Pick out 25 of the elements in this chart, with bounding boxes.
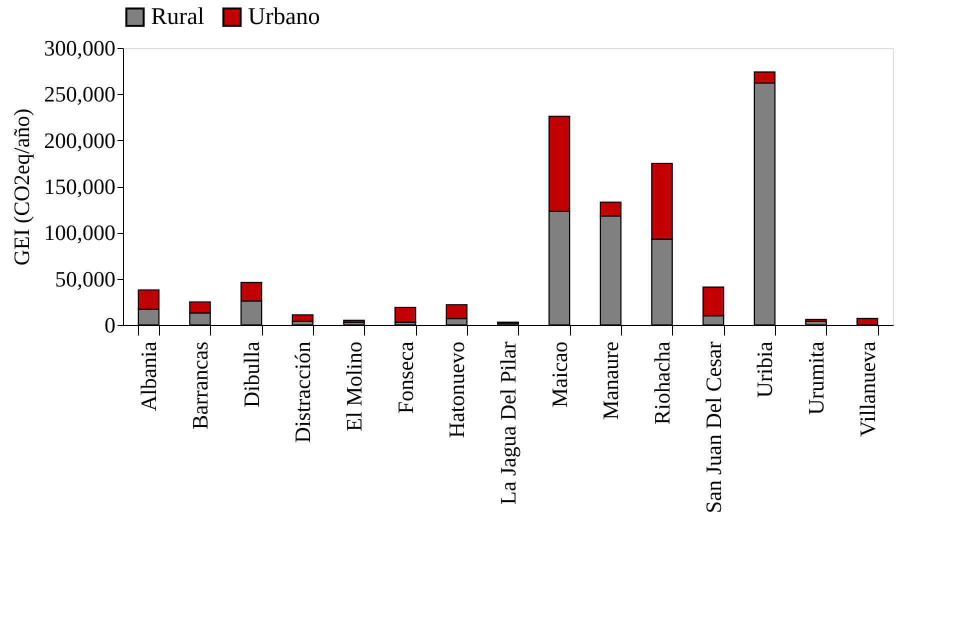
x-tick-label: Albania [136,341,162,412]
x-tick-label: Hatonuevo [444,342,470,438]
legend-label: Urbano [248,4,320,30]
x-tick-label: La Jagua Del Pilar [496,340,520,505]
y-tick-label: 100,000 [44,220,116,246]
y-tick-label: 250,000 [44,82,116,107]
x-tick-label: Maicao [546,342,572,408]
x-tick-label: Distracción [290,342,316,443]
y-tick-label: 200,000 [44,128,116,153]
x-tick-label: El Molino [342,342,366,432]
x-tick-label: Barrancas [188,342,212,430]
x-tick-label: Manaure [598,342,624,420]
y-tick-label: 300,000 [44,36,116,60]
y-tick-label: 50,000 [55,266,116,292]
x-tick-label: Villanueva [854,341,880,437]
x-tick-label: Uribia [752,341,778,398]
x-tick-label: San Juan Del Cesar [700,340,726,514]
legend-label: Rural [151,4,205,30]
x-tick-label: Dibulla [238,341,264,408]
y-tick-label: 0 [104,312,116,338]
x-tick-label: Fonseca [392,341,418,414]
y-axis-title: GEI (CO2eq/año) [9,108,34,266]
y-tick-label: 150,000 [44,174,116,199]
x-tick-label: Riohacha [650,341,674,425]
x-tick-label: Urumita [804,341,828,415]
